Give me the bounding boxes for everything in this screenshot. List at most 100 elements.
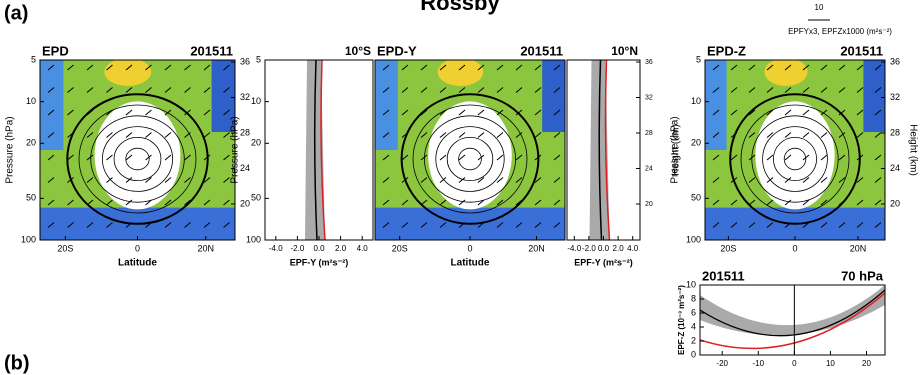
vector-arrow: [802, 222, 810, 228]
vector-arrow: [125, 109, 133, 116]
x-axis-label: Latitude: [118, 258, 157, 269]
vector-arrow: [496, 87, 504, 93]
x-axis-label: EPF-Y (m²s⁻²): [574, 257, 633, 267]
vector-arrow: [184, 109, 191, 116]
vector-arrow: [164, 154, 172, 161]
vector-arrow: [67, 222, 74, 228]
x-tick-label: -2.0: [582, 244, 596, 253]
y2-tick-label: 28: [890, 127, 900, 137]
panel: 10°N 36 32 28 24 20 -4.0 -2.0 0.0 2.0 4.0 EPF-Y (m²…: [566, 44, 682, 267]
vector-arrow: [874, 64, 882, 71]
vector-arrow: [477, 199, 485, 206]
contour: [446, 136, 494, 181]
y-axis-label: Height (km): [671, 124, 682, 176]
y-tick-label: 0: [691, 349, 696, 359]
vector-arrow: [553, 222, 561, 228]
vector-arrow: [730, 222, 738, 228]
shading: [437, 60, 484, 86]
y-tick-label: 100: [21, 234, 36, 244]
shading: [755, 101, 835, 210]
vector-arrow: [106, 154, 113, 161]
vector-arrow: [496, 154, 504, 161]
legend-caption: EPFYx3, EPFZx1000 (m²s⁻²): [788, 27, 892, 36]
vector-arrow: [203, 222, 211, 228]
y-tick-label: 10: [26, 96, 36, 106]
vector-arrow: [203, 132, 211, 138]
legend-scale: 10: [815, 3, 824, 12]
vector-arrow: [712, 177, 720, 183]
vector-arrow: [820, 109, 828, 116]
x-tick-label: -20: [716, 359, 728, 368]
vector-arrow: [784, 222, 792, 228]
y2-tick-label: 24: [890, 163, 900, 173]
plot-area: [40, 60, 235, 240]
vector-arrow: [223, 64, 230, 71]
vector-arrow: [766, 64, 774, 71]
x-tick-label: 0: [467, 243, 472, 253]
vector-arrow: [184, 199, 191, 206]
vector-arrow: [184, 132, 191, 138]
vector-arrow: [534, 177, 542, 183]
figure-title: Rossby: [420, 0, 500, 15]
vector-arrow: [145, 87, 152, 93]
vector-arrow: [515, 87, 523, 93]
vector-arrow: [802, 132, 810, 138]
shading: [428, 101, 512, 210]
vector-arrow: [802, 109, 810, 116]
vector-arrow: [106, 64, 113, 71]
contour: [423, 115, 516, 203]
shading: [104, 60, 152, 86]
y-axis-label: Pressure (hPa): [670, 116, 681, 183]
vector-arrow: [164, 199, 172, 206]
vector-arrow: [534, 109, 542, 116]
panel-title: 201511: [840, 43, 883, 58]
vector-arrow: [477, 222, 485, 228]
contour: [102, 126, 173, 192]
vector-arrow: [401, 199, 409, 206]
plot-area: [700, 285, 885, 350]
x-tick-label: -2.0: [291, 244, 305, 253]
vector-arrow: [534, 64, 542, 71]
panel-title: 201511: [520, 43, 563, 58]
vector-arrow: [802, 87, 810, 93]
shading: [764, 60, 808, 86]
vector-arrow: [496, 132, 504, 138]
vector-arrow: [534, 222, 542, 228]
plot-area: [705, 60, 885, 240]
vector-arrow: [223, 177, 230, 183]
vector-arrow: [439, 64, 447, 71]
contour: [751, 115, 839, 203]
vector-arrow: [496, 177, 504, 183]
vector-arrow: [382, 154, 390, 161]
vector-arrow: [145, 132, 152, 138]
x-tick-label: 20S: [720, 243, 736, 253]
contour: [458, 147, 482, 171]
shading: [211, 60, 235, 132]
vector-arrow: [47, 64, 55, 71]
plot-area: [375, 60, 565, 240]
y2-tick-label: 36: [890, 56, 900, 66]
shading: [863, 60, 885, 132]
panel-title: 201511: [190, 43, 233, 58]
vector-arrow: [553, 154, 561, 161]
vector-arrow: [766, 132, 774, 138]
vector-arrow: [223, 132, 230, 138]
vector-arrow: [874, 199, 882, 206]
vector-arrow: [439, 154, 447, 161]
y-tick-label: 4: [691, 321, 696, 331]
vector-arrow: [439, 87, 447, 93]
contour: [729, 93, 861, 225]
vector-arrow: [477, 177, 485, 183]
x-axis-label: Latitude: [451, 258, 490, 269]
vector-arrow: [856, 87, 864, 93]
vector-arrow: [856, 154, 864, 161]
vector-arrow: [145, 109, 152, 116]
contour: [400, 93, 540, 225]
contour: [435, 126, 505, 192]
y-tick-label: 2: [691, 335, 696, 345]
vector-arrow: [784, 177, 792, 183]
vector-arrow: [458, 87, 466, 93]
y-tick-label: 6: [691, 307, 696, 317]
y2-tick-label: 32: [240, 92, 250, 102]
vector-arrow: [730, 132, 738, 138]
